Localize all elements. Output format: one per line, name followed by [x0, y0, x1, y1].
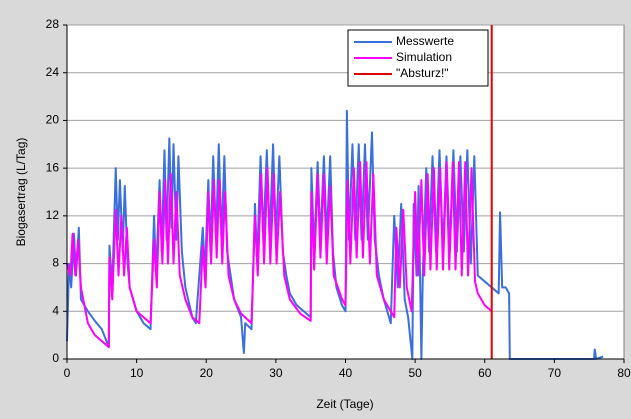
x-tick-label: 50: [408, 366, 422, 380]
legend: Messwerte Simulation "Absturz!": [347, 29, 489, 87]
lines: [66, 25, 604, 360]
y-tick-label: 24: [46, 65, 60, 79]
x-tick-label: 0: [64, 366, 71, 380]
legend-label: Simulation: [396, 50, 452, 64]
x-tick-label: 20: [200, 366, 214, 380]
y-axis-label: Biogasertrag (L/Tag): [14, 138, 28, 247]
y-tick-label: 4: [52, 303, 59, 317]
y-tick-label: 28: [46, 17, 60, 31]
y-tick-label: 8: [52, 256, 59, 270]
series-line: [66, 161, 493, 349]
x-tick-label: 10: [130, 366, 144, 380]
y-tick-label: 16: [46, 160, 60, 174]
legend-label: "Absturz!": [396, 66, 449, 80]
y-tick-label: 12: [46, 208, 60, 222]
axes: 0 4 8 12 16 20 24 28 0 10 20 30 40 50 60 70 80: [46, 17, 631, 380]
x-tick-label: 70: [548, 366, 562, 380]
legend-label: Messwerte: [396, 34, 454, 48]
x-tick-label: 30: [269, 366, 283, 380]
x-tick-label: 40: [339, 366, 353, 380]
y-tick-label: 20: [46, 113, 60, 127]
y-tick-label: 0: [52, 351, 59, 365]
x-axis-label: Zeit (Tage): [316, 397, 373, 411]
x-tick-label: 80: [617, 366, 631, 380]
x-tick-label: 60: [478, 366, 492, 380]
